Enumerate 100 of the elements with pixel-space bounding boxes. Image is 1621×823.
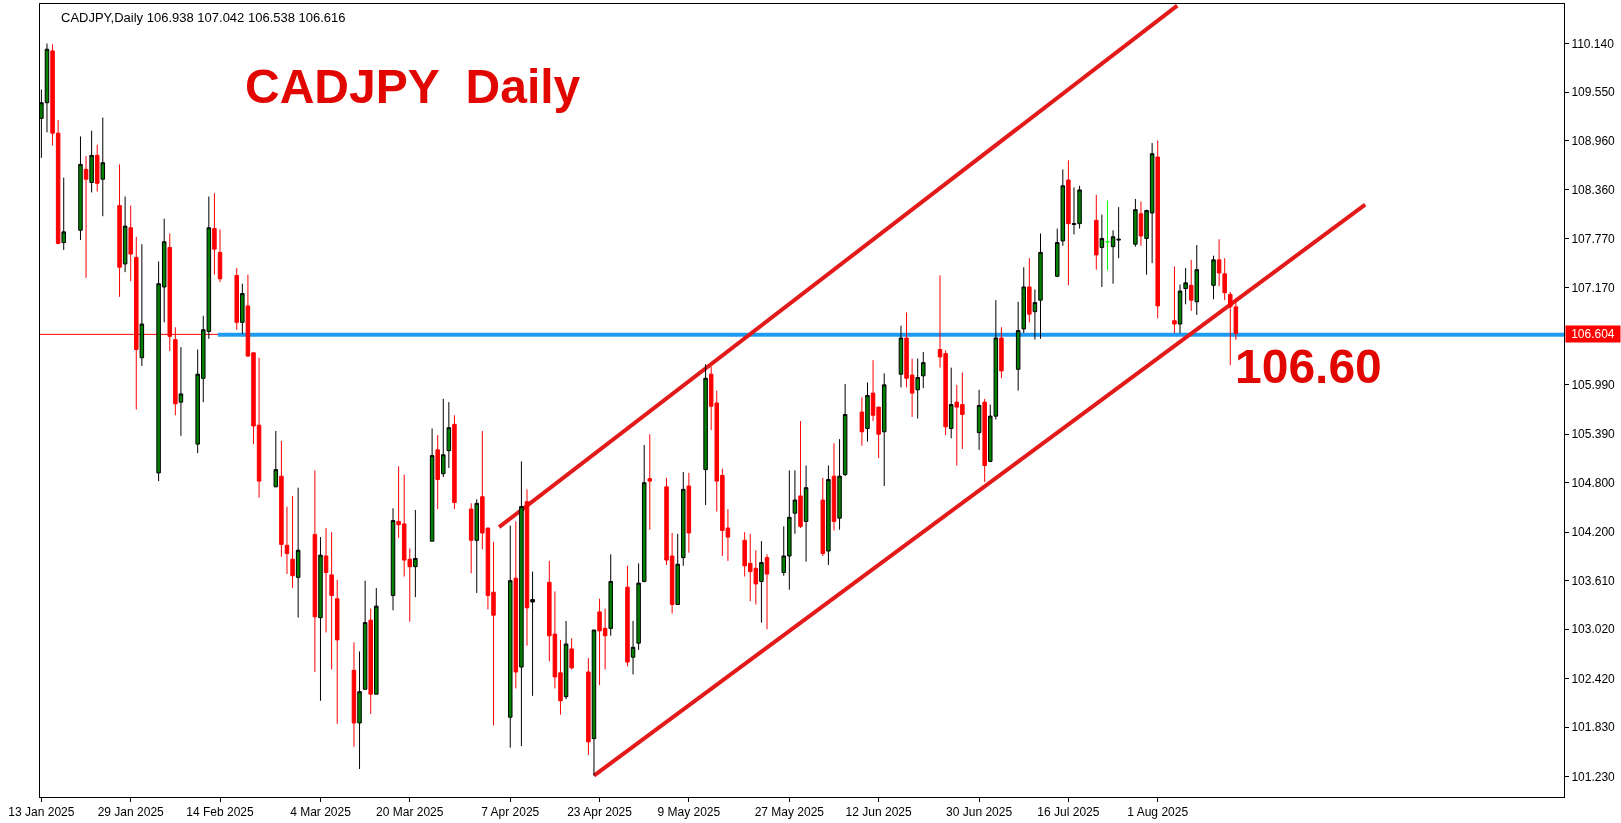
candlestick bbox=[1060, 168, 1066, 247]
candlestick bbox=[507, 525, 513, 749]
candlestick bbox=[61, 177, 66, 251]
candlestick bbox=[234, 267, 240, 331]
candlestick bbox=[842, 383, 848, 477]
candlestick bbox=[898, 325, 904, 388]
candlestick bbox=[792, 469, 798, 535]
candlestick bbox=[759, 540, 764, 624]
y-tick-label: 103.610 bbox=[1571, 573, 1616, 588]
candlestick bbox=[323, 527, 329, 633]
candlestick bbox=[429, 427, 435, 542]
y-tick-label: 101.830 bbox=[1571, 720, 1616, 735]
x-tick-label: 12 Jun 2025 bbox=[845, 805, 912, 820]
y-tick-label: 105.990 bbox=[1571, 378, 1616, 393]
candlestick bbox=[803, 464, 809, 563]
y-tick-label: 110.140 bbox=[1571, 36, 1615, 51]
candlestick bbox=[837, 438, 842, 531]
candlestick bbox=[474, 498, 480, 594]
x-tick-label: 30 Jun 2025 bbox=[946, 805, 1013, 820]
x-tick-label: 9 May 2025 bbox=[657, 805, 721, 820]
candlestick bbox=[128, 205, 133, 282]
candlestick bbox=[591, 629, 597, 777]
x-tick-label: 20 Mar 2025 bbox=[376, 805, 444, 820]
candlestick bbox=[1027, 257, 1032, 323]
candlestick bbox=[636, 562, 641, 651]
candlestick bbox=[921, 351, 926, 389]
y-tick-label: 105.390 bbox=[1571, 427, 1616, 442]
candlestick bbox=[284, 506, 290, 575]
candlestick bbox=[94, 144, 100, 193]
y-tick-label: 109.550 bbox=[1571, 85, 1616, 100]
candlestick bbox=[1211, 255, 1216, 300]
candlestick bbox=[212, 192, 217, 276]
candlestick bbox=[630, 620, 636, 675]
candlestick bbox=[948, 367, 954, 439]
candlestick bbox=[117, 163, 122, 298]
y-tick-label: 107.170 bbox=[1571, 281, 1616, 295]
candlestick bbox=[1038, 233, 1043, 340]
candlestick bbox=[820, 477, 826, 557]
candlestick bbox=[831, 442, 837, 531]
candlestick bbox=[390, 507, 396, 611]
candlestick bbox=[413, 509, 418, 598]
candlestick bbox=[675, 533, 680, 606]
candlestick bbox=[798, 420, 803, 529]
candlestick bbox=[859, 396, 865, 447]
candlestick bbox=[139, 243, 145, 367]
candlestick bbox=[312, 469, 318, 673]
candlestick bbox=[686, 472, 692, 554]
y-tick-label: 108.360 bbox=[1571, 183, 1616, 198]
x-tick-label: 23 Apr 2025 bbox=[567, 805, 633, 820]
candlestick bbox=[290, 495, 295, 589]
candlestick bbox=[764, 553, 770, 630]
candlestick bbox=[374, 587, 379, 695]
candlestick bbox=[1172, 265, 1177, 334]
candlestick bbox=[368, 608, 373, 715]
candlestick bbox=[122, 195, 128, 273]
y-tick-label: 108.960 bbox=[1571, 133, 1616, 148]
y-tick-label: 103.020 bbox=[1571, 622, 1616, 637]
candlestick bbox=[78, 135, 83, 241]
candlestick bbox=[1021, 266, 1027, 334]
annotation: 106.60 bbox=[1235, 340, 1382, 393]
candlestick bbox=[1177, 284, 1183, 334]
candlestick bbox=[178, 346, 184, 437]
y-tick-label: 104.200 bbox=[1571, 525, 1616, 540]
candlestick bbox=[295, 487, 301, 619]
x-tick-label: 4 Mar 2025 bbox=[290, 805, 352, 820]
candlestick bbox=[1188, 259, 1194, 312]
candlestick bbox=[1194, 244, 1200, 316]
candlestick bbox=[563, 620, 569, 700]
candlestick bbox=[524, 488, 530, 647]
candlestick bbox=[999, 326, 1004, 379]
candlestick bbox=[217, 228, 223, 283]
candlestick bbox=[362, 580, 368, 690]
candlestick bbox=[519, 460, 524, 747]
candlestick bbox=[83, 155, 89, 279]
candlestick bbox=[647, 433, 653, 531]
candlestick bbox=[1183, 267, 1188, 305]
candlestick bbox=[318, 536, 323, 702]
candlestick bbox=[1099, 214, 1105, 288]
y-tick-label: 104.800 bbox=[1571, 475, 1616, 490]
x-tick-label: 1 Aug 2025 bbox=[1127, 805, 1189, 820]
x-tick-label: 14 Feb 2025 bbox=[186, 805, 255, 820]
x-tick-label: 7 Apr 2025 bbox=[481, 805, 540, 820]
candlestick bbox=[1155, 140, 1160, 319]
y-tick-label: 102.420 bbox=[1571, 671, 1616, 686]
candlestick bbox=[452, 414, 457, 510]
candlestick bbox=[100, 117, 106, 217]
text: CADJPY Daily bbox=[245, 59, 581, 113]
candlestick bbox=[240, 283, 245, 335]
candlestick bbox=[441, 398, 446, 478]
candlestick bbox=[1105, 200, 1110, 272]
y-tick-label: 107.770 bbox=[1571, 231, 1616, 246]
candlestick bbox=[625, 565, 630, 667]
candlestick bbox=[1094, 194, 1099, 271]
candlestick bbox=[1066, 159, 1071, 286]
candlestick bbox=[826, 464, 831, 566]
candlestick bbox=[569, 637, 574, 670]
candlestick bbox=[915, 358, 920, 420]
candlestick bbox=[468, 502, 474, 574]
candlestick bbox=[446, 401, 452, 469]
candlestick bbox=[982, 398, 987, 483]
